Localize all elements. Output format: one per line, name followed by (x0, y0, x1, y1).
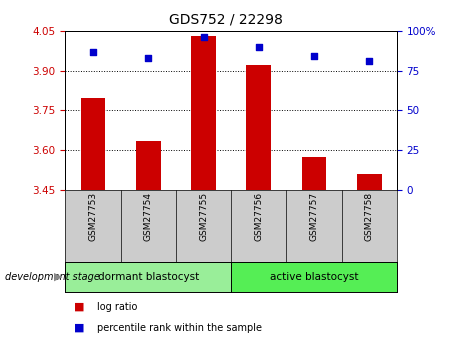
Text: development stage: development stage (5, 272, 99, 282)
Text: ■: ■ (74, 323, 85, 333)
Text: GSM27756: GSM27756 (254, 192, 263, 241)
Point (200, 34, 207, 40)
Bar (357, 174, 382, 190)
Text: GSM27757: GSM27757 (309, 192, 318, 241)
Text: GSM27754: GSM27754 (144, 192, 153, 241)
Text: log ratio: log ratio (97, 302, 138, 312)
Text: percentile rank within the sample: percentile rank within the sample (97, 323, 262, 333)
Bar (136, 141, 161, 190)
Text: GSM27758: GSM27758 (365, 192, 374, 241)
Text: ■: ■ (74, 302, 85, 312)
Point (366, 58, 373, 64)
Text: dormant blastocyst: dormant blastocyst (97, 272, 199, 282)
Point (89, 49, 97, 55)
Bar (302, 157, 327, 190)
Bar (191, 36, 216, 190)
Point (145, 55, 152, 61)
Text: GDS752 / 22298: GDS752 / 22298 (169, 12, 282, 26)
Text: GSM27755: GSM27755 (199, 192, 208, 241)
Bar (81, 99, 106, 190)
Point (310, 54, 318, 59)
Text: ▶: ▶ (55, 272, 63, 282)
Bar (246, 66, 271, 190)
Point (255, 44, 262, 50)
Text: GSM27753: GSM27753 (88, 192, 97, 241)
Text: active blastocyst: active blastocyst (270, 272, 358, 282)
